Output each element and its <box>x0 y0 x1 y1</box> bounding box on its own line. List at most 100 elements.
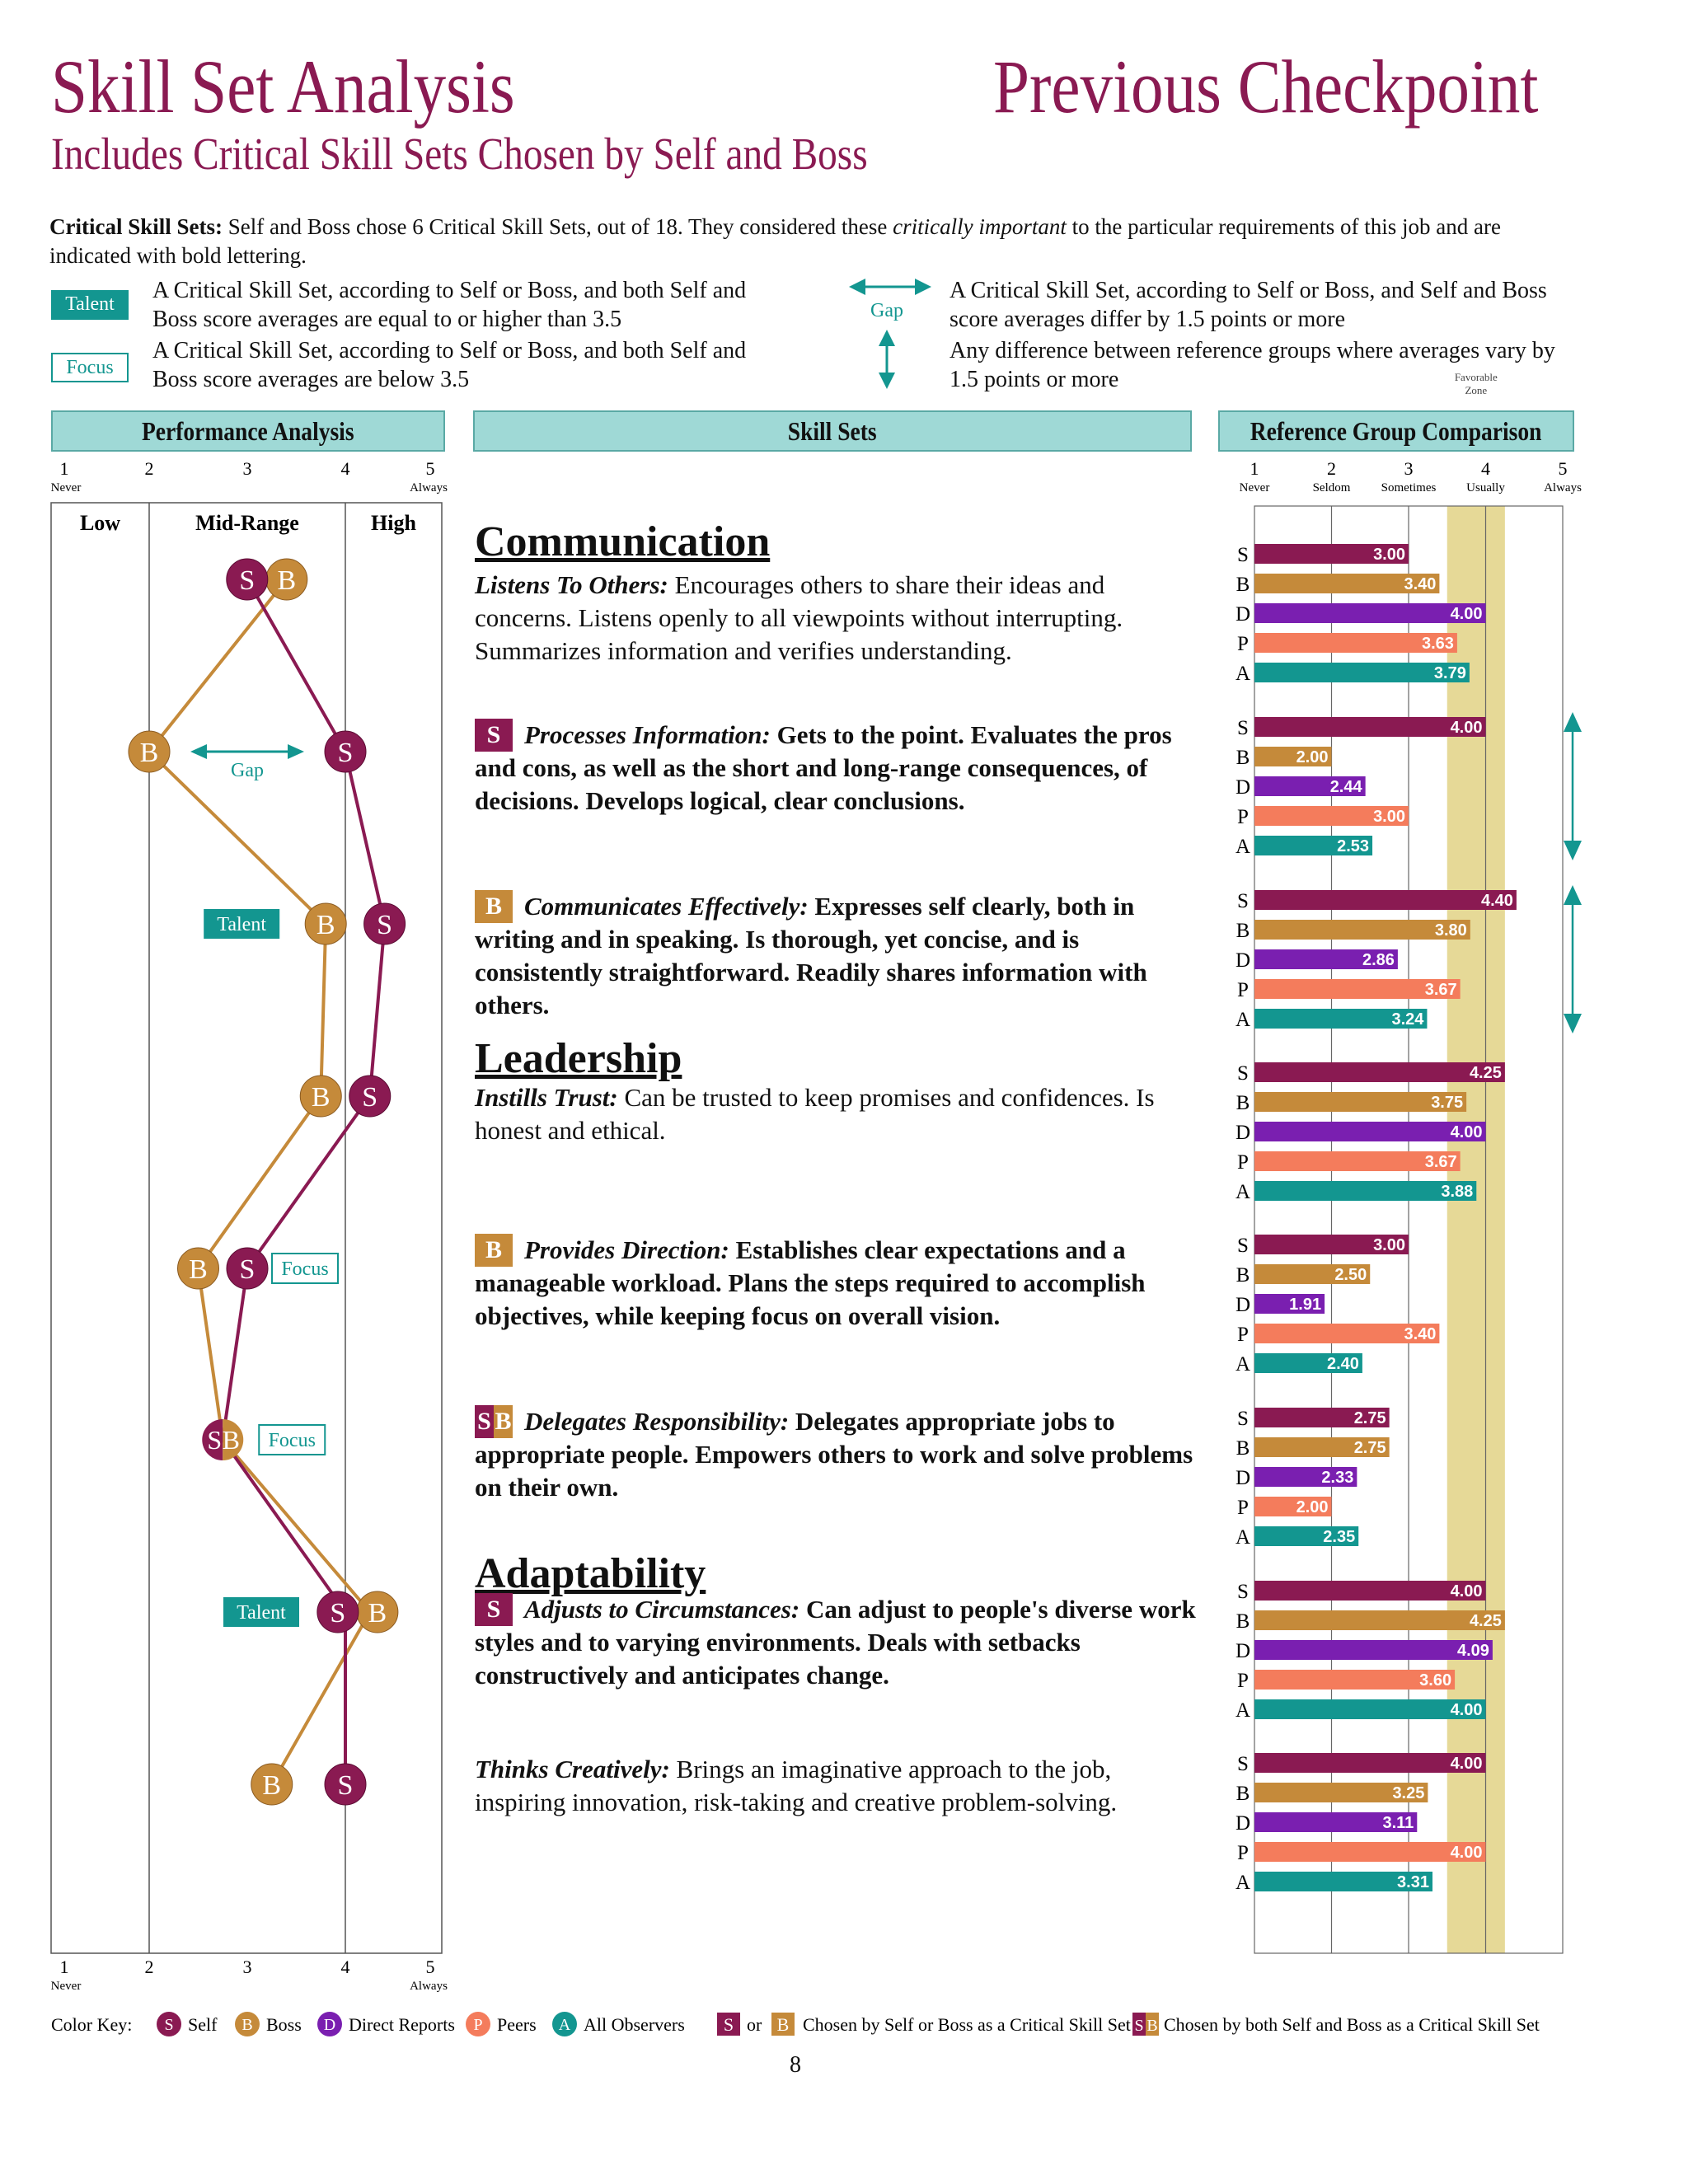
skill-description: Establishes clear expectations and a man… <box>475 1235 1146 1330</box>
reference-bar <box>1254 1324 1440 1343</box>
range-high-label: High <box>371 511 416 535</box>
performance-analysis-header: Performance Analysis <box>51 410 445 452</box>
reference-bar <box>1254 920 1470 940</box>
group-letter: P <box>1237 633 1249 655</box>
scale-always: Always <box>410 1980 448 1993</box>
bar-value: 4.00 <box>1451 605 1483 623</box>
bar-value: 3.75 <box>1431 1094 1463 1112</box>
boss-marker: B <box>356 1591 399 1633</box>
reference-bar <box>1254 1062 1505 1082</box>
svg-text:S: S <box>338 738 354 768</box>
scale-never: Never <box>51 1980 82 1993</box>
self-marker: S <box>324 1763 367 1806</box>
section-heading: Leadership <box>475 1035 682 1082</box>
reference-bar <box>1254 1640 1493 1660</box>
scale-descriptor: Sometimes <box>1381 481 1437 494</box>
bar-value: 3.88 <box>1441 1183 1473 1201</box>
group-letter: P <box>1237 806 1249 828</box>
section-heading: Communication <box>475 518 771 565</box>
bar-value: 2.75 <box>1354 1409 1386 1427</box>
svg-text:S: S <box>377 910 392 940</box>
reference-bar <box>1254 1526 1359 1546</box>
color-key: Color Key: S Self B Boss D Direct Reports P Peer… <box>51 2012 1540 2036</box>
range-low-label: Low <box>80 511 120 535</box>
group-letter: S <box>1237 717 1249 739</box>
skill-description: Can adjust to people's diverse work styl… <box>475 1595 1196 1690</box>
critical-badge: B <box>494 1405 513 1438</box>
group-letter: S <box>1237 544 1249 566</box>
intro-paragraph: Critical Skill Sets: Self and Boss chose… <box>49 213 1582 270</box>
group-letter: B <box>1236 1783 1250 1805</box>
legend-talent-text: A Critical Skill Set, according to Self … <box>152 278 747 332</box>
group-gap-arrow-icon <box>1564 885 1582 1033</box>
color-key-item: B Boss <box>235 2012 302 2036</box>
reference-bar <box>1254 1235 1409 1254</box>
bar-value: 4.00 <box>1451 1844 1483 1862</box>
group-letter: A <box>1236 1526 1250 1549</box>
color-key-item: A All Observers <box>552 2012 685 2036</box>
bar-value: 2.00 <box>1296 1498 1329 1516</box>
group-letter: S <box>1237 890 1249 912</box>
svg-text:Boss: Boss <box>266 2014 302 2035</box>
bar-value: 3.00 <box>1373 1236 1405 1254</box>
intro-text-2: to the particular requirements of this j… <box>49 214 1501 268</box>
bar-value: 3.79 <box>1434 664 1466 682</box>
reference-bar <box>1254 806 1409 826</box>
group-letter: P <box>1237 1151 1249 1174</box>
reference-bar <box>1254 1812 1418 1832</box>
key-chosen-both: Chosen by both Self and Boss as a Critic… <box>1164 2014 1540 2035</box>
reference-bar <box>1254 663 1470 682</box>
scale-descriptor: Usually <box>1466 481 1505 494</box>
legend-talent-tag: Talent <box>51 290 129 320</box>
reference-bar <box>1254 1092 1467 1112</box>
bar-value: 3.00 <box>1373 808 1405 826</box>
group-letter: D <box>1236 1812 1250 1835</box>
group-letter: A <box>1236 1699 1250 1722</box>
svg-text:S: S <box>338 1770 354 1801</box>
bar-value: 1.91 <box>1289 1296 1321 1314</box>
reference-bar <box>1254 1581 1486 1601</box>
bar-value: 3.63 <box>1422 635 1454 653</box>
color-key-item: D Direct Reports <box>317 2012 455 2036</box>
reference-bar <box>1254 1264 1371 1284</box>
skill-set-item: S B Delegates Responsibility: Delegates ap… <box>475 1405 1200 1504</box>
color-key-item: P Peers <box>466 2012 537 2036</box>
bar-value: 3.11 <box>1382 1814 1414 1832</box>
critical-key-square: S <box>717 2013 740 2036</box>
svg-text:B: B <box>777 2014 790 2035</box>
svg-text:Peers: Peers <box>497 2014 537 2035</box>
skill-name: Provides Direction: <box>524 1235 729 1264</box>
legend-gap-label: Gap <box>870 300 903 321</box>
bar-value: 4.00 <box>1451 1701 1483 1719</box>
reference-group-chart: Favorable Zone 1 Never 2 Seldom 3 Sometimes 4 Usu… <box>1236 371 1582 1996</box>
bar-value: 3.25 <box>1392 1784 1424 1802</box>
group-letter: B <box>1236 920 1250 942</box>
bar-value: 4.40 <box>1481 892 1513 910</box>
group-letter: B <box>1236 574 1250 596</box>
reference-bar <box>1254 603 1486 623</box>
self-marker: S <box>226 558 269 601</box>
svg-text:Focus: Focus <box>281 1258 328 1280</box>
performance-analysis-chart: 1 1 2 2 3 3 4 4 5 5 Never Always Never Always Low Mid-R… <box>50 458 448 1993</box>
reference-bar <box>1254 574 1440 593</box>
skill-name: Thinks Creatively: <box>475 1755 670 1783</box>
group-letter: B <box>1236 1610 1250 1633</box>
group-letter: D <box>1236 1640 1250 1662</box>
reference-bar <box>1254 979 1461 999</box>
boss-marker: B <box>265 558 308 601</box>
bar-value: 4.25 <box>1470 1612 1502 1630</box>
key-or: or <box>747 2014 762 2035</box>
bar-value: 4.00 <box>1451 1582 1483 1601</box>
scale-number: 3 <box>1404 1994 1414 1996</box>
critical-badge: B <box>475 1234 513 1267</box>
scale-number: 4 <box>1481 1994 1490 1996</box>
color-key-label: Color Key: <box>51 2014 132 2035</box>
self-marker: S <box>349 1075 392 1118</box>
svg-text:Talent: Talent <box>217 914 266 935</box>
focus-tag: Focus <box>271 1253 339 1284</box>
skill-name: Delegates Responsibility: <box>524 1407 790 1436</box>
scale-number: 1 <box>1250 458 1259 479</box>
group-letter: P <box>1237 979 1249 1001</box>
bar-value: 3.24 <box>1392 1010 1425 1029</box>
